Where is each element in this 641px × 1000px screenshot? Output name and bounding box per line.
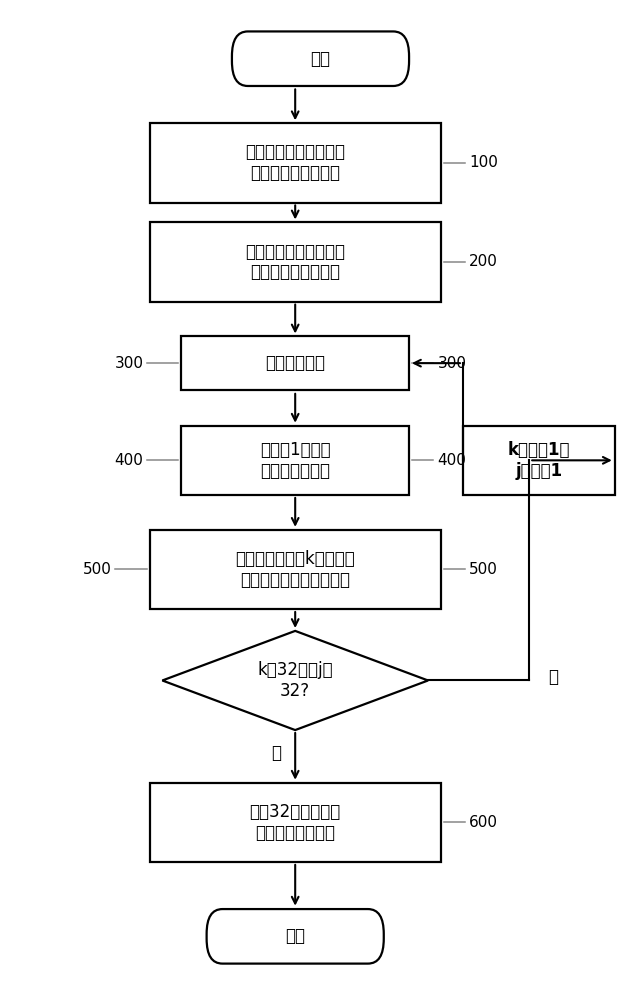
Bar (181, 336, 409, 390)
Bar (150, 530, 441, 609)
Text: 加解密芯片将第k次加密后
的用户数据进行再次加密: 加解密芯片将第k次加密后 的用户数据进行再次加密 (235, 550, 355, 589)
Text: 开始: 开始 (310, 50, 331, 68)
Text: 否: 否 (271, 744, 281, 762)
Text: 500: 500 (469, 562, 498, 577)
Text: 100: 100 (469, 155, 498, 170)
Text: 300: 300 (114, 356, 144, 371)
Bar (463, 426, 615, 495)
Bar (150, 783, 441, 862)
Text: 400: 400 (438, 453, 467, 468)
Text: 600: 600 (469, 815, 498, 830)
Text: 400: 400 (115, 453, 144, 468)
Text: k＜32并且j＜
32?: k＜32并且j＜ 32? (258, 661, 333, 700)
FancyBboxPatch shape (232, 31, 409, 86)
Text: 是: 是 (548, 668, 558, 686)
Text: 得到第1次加密
加密的用户数据: 得到第1次加密 加密的用户数据 (260, 441, 331, 480)
Bar (181, 426, 409, 495)
Text: 结束: 结束 (285, 927, 305, 945)
Text: 经过32次加密的用
户数据传递给机芯: 经过32次加密的用 户数据传递给机芯 (249, 803, 341, 842)
Polygon shape (162, 631, 428, 730)
FancyBboxPatch shape (206, 909, 384, 964)
Text: k值增加1，
j值增加1: k值增加1， j值增加1 (508, 441, 570, 480)
Bar (150, 123, 441, 202)
Text: 500: 500 (83, 562, 112, 577)
Text: 加解密芯片将用户数据
转换成用户数据矩阵: 加解密芯片将用户数据 转换成用户数据矩阵 (246, 243, 345, 281)
Text: 计算扩展密钥: 计算扩展密钥 (265, 354, 325, 372)
Text: 200: 200 (469, 254, 498, 269)
Bar (150, 222, 441, 302)
Text: 主机将用户数据进行拆
分、组加密成报文帧: 主机将用户数据进行拆 分、组加密成报文帧 (246, 143, 345, 182)
Text: 300: 300 (438, 356, 467, 371)
